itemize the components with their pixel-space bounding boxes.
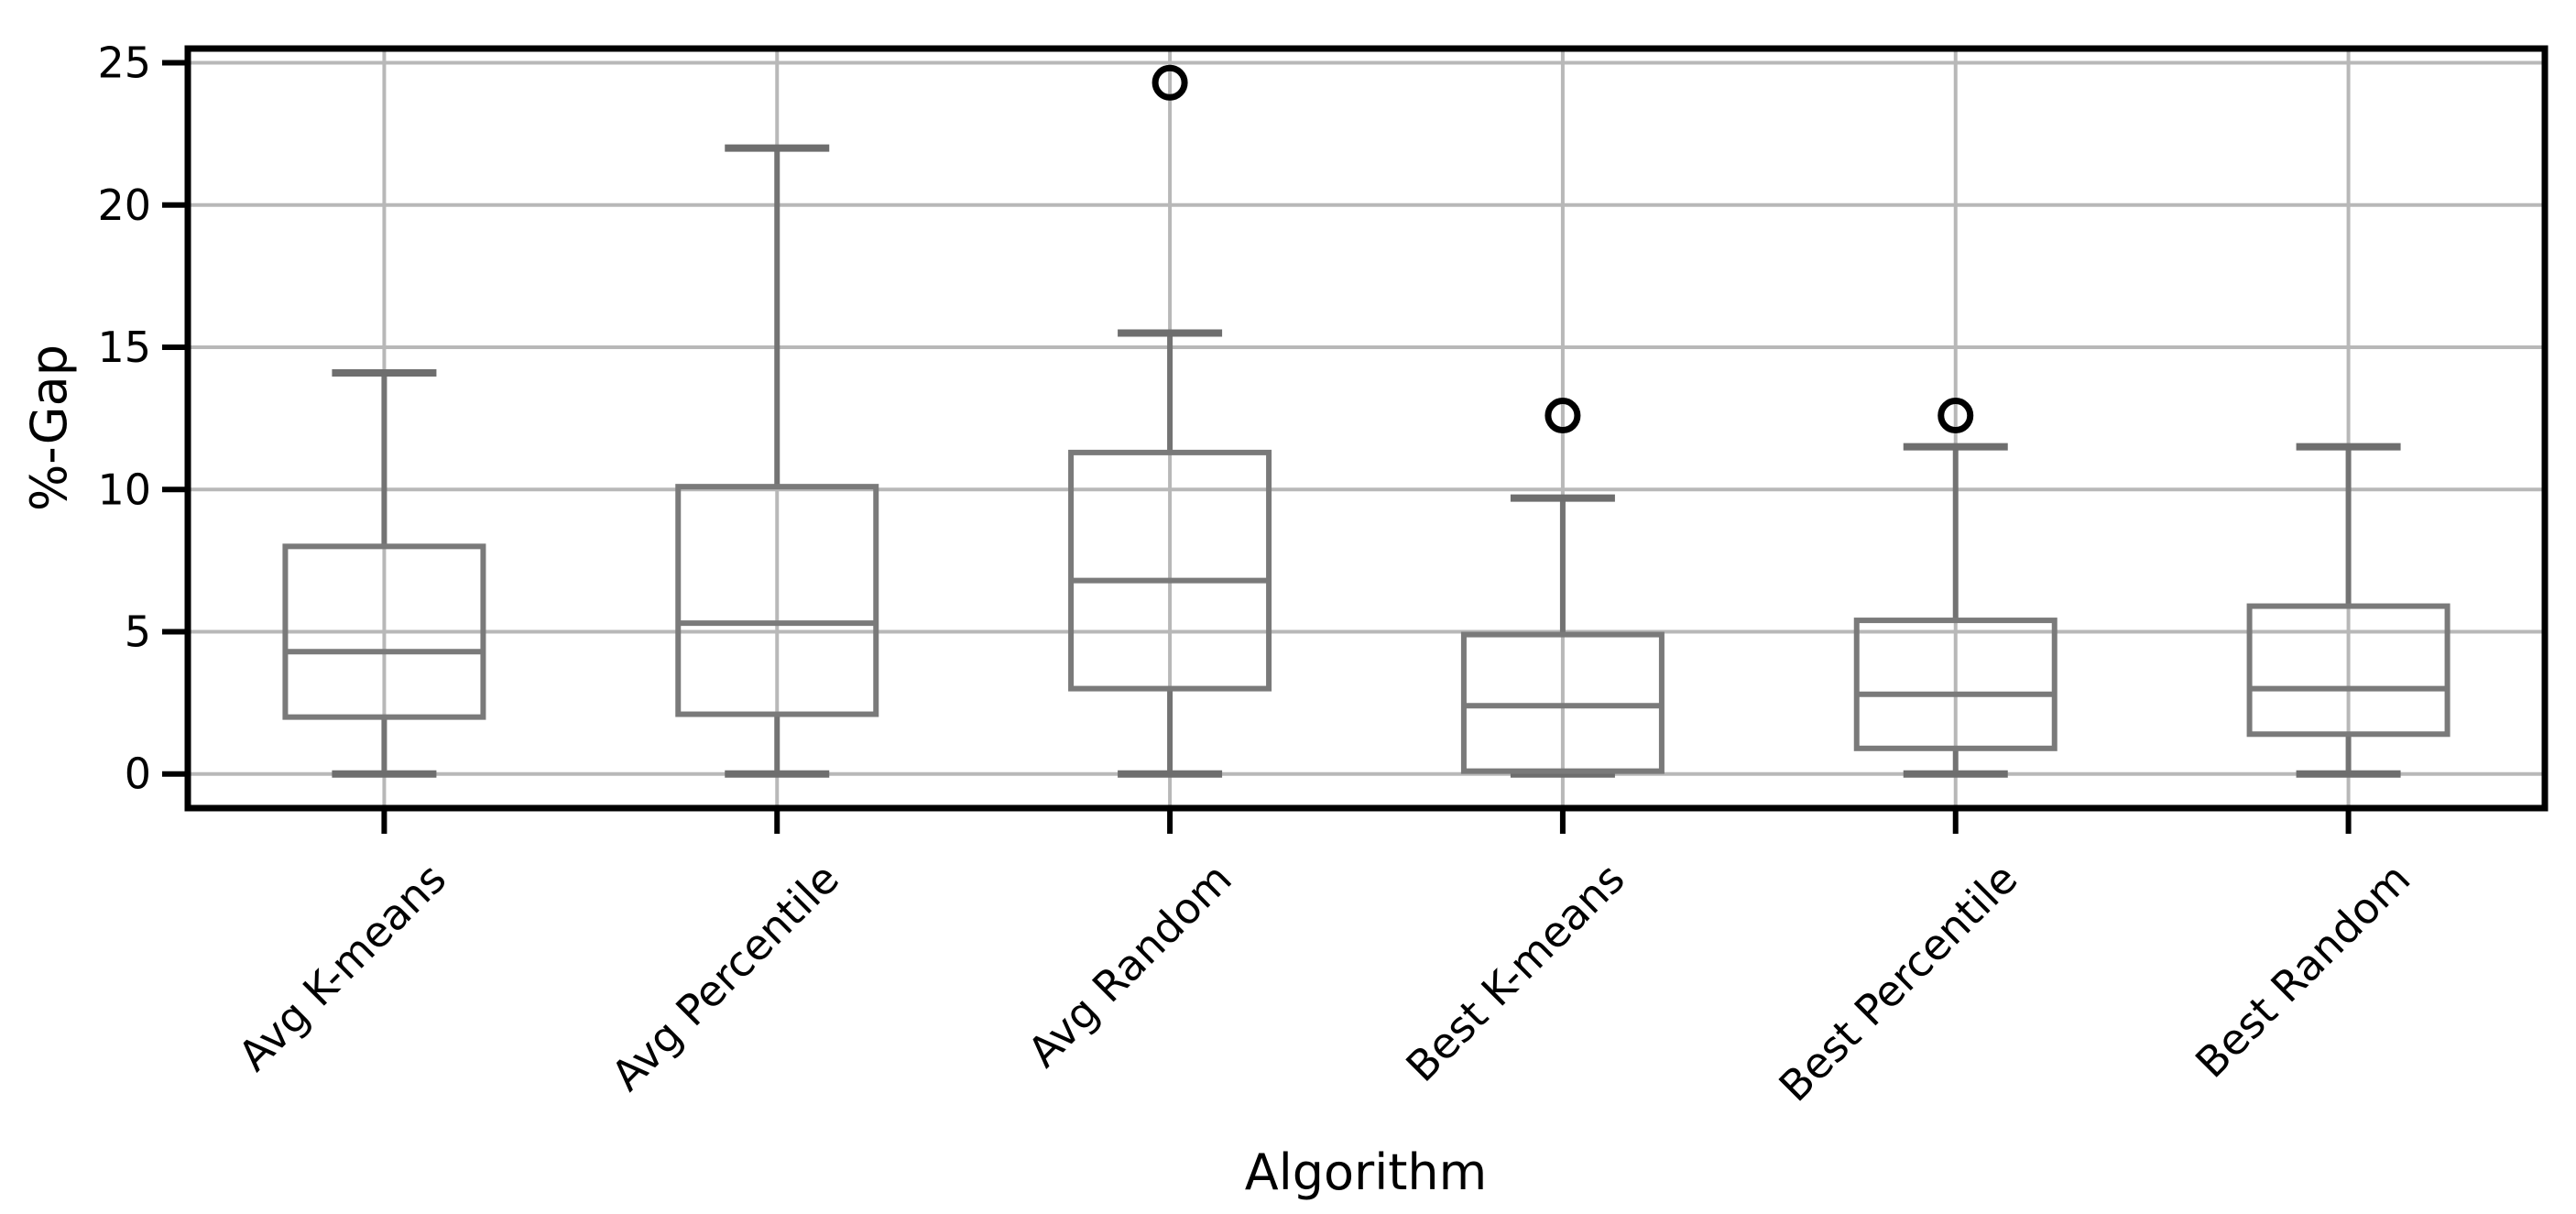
y-tick-label: 15 xyxy=(97,323,151,372)
axes-spines xyxy=(184,45,2549,812)
y-tick-label: 0 xyxy=(125,749,151,799)
x-axis-label: Algorithm xyxy=(1245,1143,1487,1201)
outlier-circle xyxy=(1545,398,1581,434)
y-tick-label: 5 xyxy=(125,607,151,656)
y-axis-label: %-Gap xyxy=(20,345,78,511)
x-tick-label: Avg Random xyxy=(1018,854,1240,1077)
x-tick-label: Best Percentile xyxy=(1769,854,2026,1111)
grid-layer xyxy=(188,49,2545,808)
x-tick-label: Avg Percentile xyxy=(602,854,848,1100)
iqr-box xyxy=(1460,631,1665,774)
iqr-box xyxy=(1853,618,2058,751)
x-tick-label: Avg K-means xyxy=(229,854,456,1081)
iqr-box xyxy=(1068,449,1272,692)
outlier-circle xyxy=(1152,64,1188,101)
outlier-circle xyxy=(1937,398,1974,434)
y-tick-label: 20 xyxy=(97,180,151,230)
x-tick-label: Best Random xyxy=(2186,854,2419,1088)
iqr-box xyxy=(2246,603,2450,738)
box-layer xyxy=(282,64,2450,778)
iqr-box xyxy=(282,543,486,720)
axis-layer: 0 5 10 15 20 25 Avg K-means Avg Percentile Avg R… xyxy=(97,38,2549,1111)
y-tick-label: 25 xyxy=(97,38,151,88)
iqr-box xyxy=(675,484,879,717)
x-tick-label: Best K-means xyxy=(1396,854,1633,1091)
y-tick-label: 10 xyxy=(97,465,151,514)
